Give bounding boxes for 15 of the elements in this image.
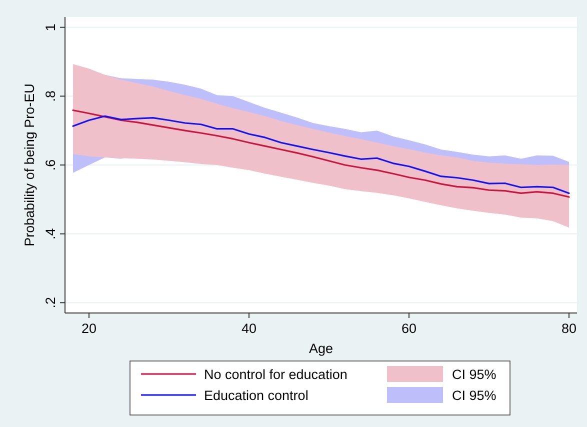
y-tick-label: .6 xyxy=(43,159,58,171)
text: CI 95% xyxy=(452,388,496,403)
x-tick-label: 80 xyxy=(561,321,577,336)
x-tick-label: 60 xyxy=(401,321,417,336)
x-tick-label: 40 xyxy=(241,321,257,336)
y-tick-label: .2 xyxy=(43,297,58,308)
legend-label: No control for education xyxy=(204,367,348,382)
x-tick-label: 20 xyxy=(81,321,97,336)
y-axis-title: Probability of being Pro-EU xyxy=(22,84,37,246)
text: CI 95% xyxy=(452,367,496,382)
x-axis-title: Age xyxy=(308,341,334,356)
legend-label: Education control xyxy=(204,388,308,403)
y-tick-label: .8 xyxy=(43,90,58,102)
y-tick-label: .4 xyxy=(43,228,58,240)
y-tick-label: 1 xyxy=(43,24,58,32)
